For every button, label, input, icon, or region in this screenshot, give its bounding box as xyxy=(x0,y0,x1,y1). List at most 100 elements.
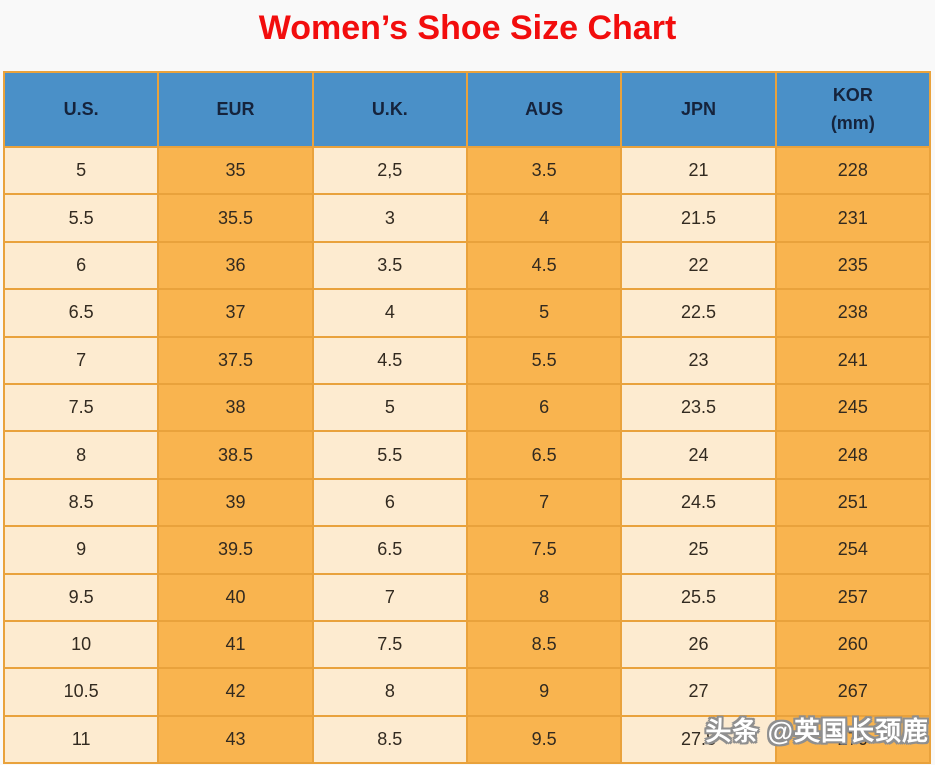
table-cell: 37.5 xyxy=(157,335,314,385)
page-title: Women’s Shoe Size Chart xyxy=(258,9,677,47)
table-cell: 251 xyxy=(774,477,932,528)
table-cell: 27 xyxy=(620,667,777,717)
watermark: 头条 @英国长颈鹿 xyxy=(705,716,929,746)
table-cell: 36 xyxy=(157,240,314,291)
table-cell: 38.5 xyxy=(157,430,314,480)
table-cell: 2,5 xyxy=(311,145,468,196)
table-cell: 267 xyxy=(774,667,932,717)
table-cell: 231 xyxy=(774,193,932,243)
header-row: U.S. EUR U.K. AUS JPN KOR (mm) xyxy=(2,71,932,148)
table-cell: 245 xyxy=(774,382,932,433)
table-cell: 22.5 xyxy=(620,288,777,338)
table-cell: 4.5 xyxy=(311,335,468,385)
table-cell: 257 xyxy=(774,572,932,622)
table-cell: 3.5 xyxy=(311,240,468,291)
table-cell: 235 xyxy=(774,240,932,291)
table-cell: 43 xyxy=(157,714,314,765)
table-cell: 8.5 xyxy=(465,619,623,670)
table-cell: 5 xyxy=(311,382,468,433)
column-header-uk: U.K. xyxy=(311,71,468,148)
table-cell: 7.5 xyxy=(2,382,160,433)
table-cell: 5 xyxy=(2,145,160,196)
table-cell: 6 xyxy=(465,382,623,433)
table-cell: 6.5 xyxy=(2,288,160,338)
table-cell: 4.5 xyxy=(465,240,623,291)
table-cell: 22 xyxy=(620,240,777,291)
table-cell: 23 xyxy=(620,335,777,385)
table-cell: 8.5 xyxy=(2,477,160,528)
table-cell: 8 xyxy=(2,430,160,480)
table-row: 6 36 3.5 4.5 22 235 xyxy=(2,240,932,291)
table-cell: 39 xyxy=(157,477,314,528)
table-cell: 6 xyxy=(311,477,468,528)
table-cell: 9.5 xyxy=(2,572,160,622)
table-cell: 8 xyxy=(465,572,623,622)
table-cell: 4 xyxy=(311,288,468,338)
table-cell: 10 xyxy=(2,619,160,670)
shoe-size-table: U.S. EUR U.K. AUS JPN KOR (mm) 5 35 2,5 3.5 21 228 5… xyxy=(2,71,932,765)
table-cell: 7 xyxy=(2,335,160,385)
table-cell: 40 xyxy=(157,572,314,622)
table-row: 8.5 39 6 7 24.5 251 xyxy=(2,477,932,528)
table-cell: 254 xyxy=(774,525,932,575)
table-cell: 42 xyxy=(157,667,314,717)
table-cell: 5 xyxy=(465,288,623,338)
table-row: 9 39.5 6.5 7.5 25 254 xyxy=(2,525,932,575)
table-row: 5 35 2,5 3.5 21 228 xyxy=(2,145,932,196)
table-header: U.S. EUR U.K. AUS JPN KOR (mm) xyxy=(2,71,932,148)
table-cell: 24 xyxy=(620,430,777,480)
table-cell: 7.5 xyxy=(311,619,468,670)
table-cell: 238 xyxy=(774,288,932,338)
table-cell: 26 xyxy=(620,619,777,670)
table-cell: 25 xyxy=(620,525,777,575)
table-row: 7 37.5 4.5 5.5 23 241 xyxy=(2,335,932,385)
table-cell: 8 xyxy=(311,667,468,717)
table-cell: 37 xyxy=(157,288,314,338)
table-cell: 7 xyxy=(311,572,468,622)
table-cell: 38 xyxy=(157,382,314,433)
table-cell: 35 xyxy=(157,145,314,196)
table-row: 11 43 8.5 9.5 27.8 270 xyxy=(2,714,932,765)
table-row: 5.5 35.5 3 4 21.5 231 xyxy=(2,193,932,243)
table-cell: 25.5 xyxy=(620,572,777,622)
table-cell: 228 xyxy=(774,145,932,196)
table-cell: 5.5 xyxy=(311,430,468,480)
table-row: 8 38.5 5.5 6.5 24 248 xyxy=(2,430,932,480)
table-cell: 6 xyxy=(2,240,160,291)
table-cell: 248 xyxy=(774,430,932,480)
table-cell: 6.5 xyxy=(465,430,623,480)
table-cell: 39.5 xyxy=(157,525,314,575)
table-row: 10.5 42 8 9 27 267 xyxy=(2,667,932,717)
table-cell: 9.5 xyxy=(465,714,623,765)
table-cell: 260 xyxy=(774,619,932,670)
table-cell: 7.5 xyxy=(465,525,623,575)
table-row: 7.5 38 5 6 23.5 245 xyxy=(2,382,932,433)
table-body: 5 35 2,5 3.5 21 228 5.5 35.5 3 4 21.5 231 6 36 3.5 4.5 2… xyxy=(2,145,932,765)
table-cell: 9 xyxy=(2,525,160,575)
table-cell: 8.5 xyxy=(311,714,468,765)
column-header-kor: KOR (mm) xyxy=(774,71,932,148)
table-row: 6.5 37 4 5 22.5 238 xyxy=(2,288,932,338)
table-cell: 3 xyxy=(311,193,468,243)
table-cell: 10.5 xyxy=(2,667,160,717)
table-cell: 5.5 xyxy=(2,193,160,243)
table-cell: 6.5 xyxy=(311,525,468,575)
column-header-jpn: JPN xyxy=(620,71,777,148)
table-cell: 21.5 xyxy=(620,193,777,243)
column-header-aus: AUS xyxy=(465,71,623,148)
table-row: 10 41 7.5 8.5 26 260 xyxy=(2,619,932,670)
table-cell: 24.5 xyxy=(620,477,777,528)
table-cell: 23.5 xyxy=(620,382,777,433)
table-cell: 35.5 xyxy=(157,193,314,243)
column-header-eur: EUR xyxy=(157,71,314,148)
table-cell: 270 xyxy=(774,714,932,765)
table-row: 9.5 40 7 8 25.5 257 xyxy=(2,572,932,622)
table-cell: 5.5 xyxy=(465,335,623,385)
table-cell: 241 xyxy=(774,335,932,385)
table-cell: 4 xyxy=(465,193,623,243)
table-cell: 11 xyxy=(2,714,160,765)
table-cell: 27.8 xyxy=(620,714,777,765)
table-cell: 9 xyxy=(465,667,623,717)
table-cell: 3.5 xyxy=(465,145,623,196)
column-header-us: U.S. xyxy=(2,71,160,148)
